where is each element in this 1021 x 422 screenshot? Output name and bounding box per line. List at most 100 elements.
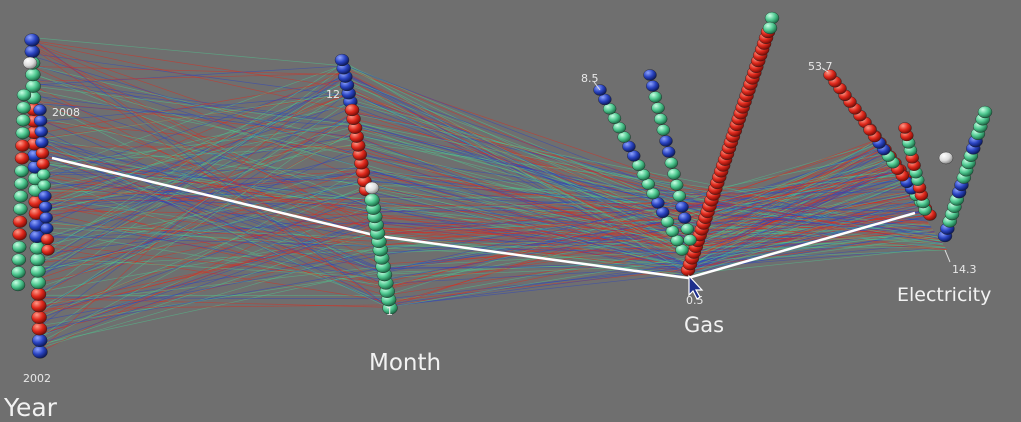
- data-polyline: [39, 212, 922, 345]
- data-sphere: [656, 124, 671, 136]
- data-polyline: [35, 202, 924, 270]
- data-polyline: [36, 221, 947, 250]
- data-polyline: [30, 38, 942, 288]
- data-polyline: [35, 179, 899, 281]
- data-sphere: [16, 114, 31, 127]
- data-polyline: [33, 150, 939, 288]
- data-polyline: [39, 66, 929, 352]
- data-sphere: [364, 193, 380, 207]
- data-polyline: [32, 124, 923, 305]
- data-sphere: [35, 147, 50, 159]
- data-polyline: [37, 230, 934, 278]
- data-sphere: [667, 168, 681, 180]
- data-polyline: [32, 98, 879, 240]
- data-sphere: [31, 299, 47, 313]
- data-polyline: [38, 151, 880, 314]
- data-polyline: [34, 121, 890, 223]
- year-min-label: 2002: [23, 372, 51, 385]
- data-polyline: [30, 45, 924, 308]
- data-sphere: [11, 266, 26, 279]
- data-sphere: [30, 264, 46, 278]
- data-sphere: [675, 201, 689, 213]
- data-polyline: [35, 95, 941, 241]
- data-sphere: [34, 125, 48, 138]
- data-sphere: [661, 146, 676, 158]
- data-polyline: [35, 199, 936, 242]
- data-sphere: [344, 103, 360, 117]
- data-sphere: [643, 69, 657, 81]
- data-polyline: [31, 82, 903, 214]
- highlighted-record-line: [51, 156, 916, 280]
- data-polyline: [38, 202, 937, 322]
- data-sphere: [669, 179, 684, 191]
- data-sphere: [823, 69, 837, 81]
- data-sphere: [16, 88, 32, 102]
- data-sphere: [12, 240, 27, 254]
- highlight-sphere: [938, 151, 954, 165]
- data-polyline: [33, 136, 901, 308]
- data-sphere: [25, 68, 41, 82]
- data-sphere: [33, 104, 47, 116]
- data-polyline: [39, 90, 942, 328]
- data-sphere: [16, 101, 31, 114]
- data-sphere: [645, 80, 660, 92]
- data-polyline: [32, 93, 898, 244]
- data-sphere: [14, 177, 29, 190]
- data-sphere: [24, 33, 40, 47]
- data-sphere: [31, 310, 47, 324]
- data-polyline: [38, 99, 887, 314]
- data-sphere: [653, 113, 668, 125]
- label-leader-line: [821, 67, 829, 73]
- data-polyline: [38, 172, 894, 308]
- gas-max-label: 8.5: [581, 72, 599, 85]
- highlight-layer: [51, 156, 916, 280]
- electricity-max-label: 53.7: [808, 60, 833, 73]
- month-min-label: 1: [386, 305, 393, 318]
- polyline-layer: [29, 36, 947, 353]
- data-sphere: [31, 322, 48, 336]
- label-leader-line: [944, 249, 951, 263]
- data-sphere: [39, 211, 53, 224]
- data-sphere: [977, 105, 993, 119]
- data-polyline: [31, 64, 892, 244]
- data-sphere: [659, 135, 673, 147]
- month-max-label: 12: [326, 88, 340, 101]
- year-max-label: 2008: [52, 106, 80, 119]
- data-sphere: [14, 152, 30, 165]
- data-polyline: [33, 79, 891, 259]
- gas-axis-title: Gas: [684, 313, 724, 337]
- data-sphere: [12, 228, 27, 241]
- data-sphere: [36, 168, 51, 181]
- data-polyline: [37, 188, 938, 273]
- data-polyline: [37, 168, 939, 280]
- data-sphere: [12, 215, 28, 228]
- data-polyline: [35, 175, 940, 240]
- data-sphere: [664, 157, 679, 169]
- data-sphere: [677, 212, 692, 224]
- data-sphere: [37, 179, 52, 192]
- data-polyline: [36, 84, 918, 254]
- data-polyline: [34, 167, 891, 236]
- data-polyline: [37, 75, 917, 280]
- data-sphere: [648, 91, 663, 103]
- data-sphere: [24, 44, 40, 59]
- data-sphere: [38, 190, 52, 202]
- data-sphere: [32, 345, 48, 359]
- data-polyline: [32, 115, 886, 269]
- data-sphere: [672, 190, 687, 202]
- data-sphere: [30, 276, 46, 290]
- data-sphere: [41, 244, 55, 256]
- sphere-layer: [10, 11, 993, 359]
- data-polyline: [35, 187, 906, 290]
- electricity-min-label: 14.3: [952, 263, 977, 276]
- data-sphere: [10, 278, 26, 292]
- data-polyline: [31, 66, 877, 242]
- data-sphere: [683, 234, 697, 246]
- data-sphere: [33, 115, 48, 127]
- data-polyline: [35, 92, 895, 225]
- data-sphere: [680, 223, 695, 235]
- data-polyline: [34, 122, 893, 194]
- data-polyline: [37, 78, 875, 264]
